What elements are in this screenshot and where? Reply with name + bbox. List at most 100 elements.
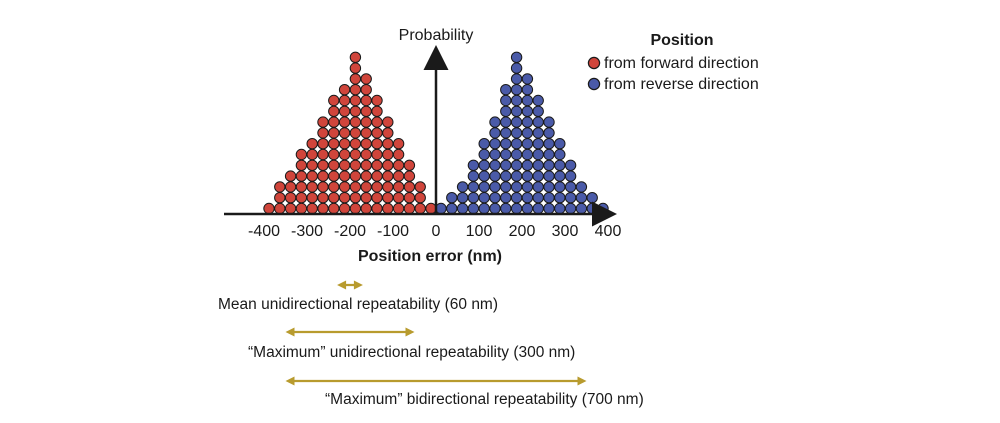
forward-dot xyxy=(360,148,372,161)
forward-dot xyxy=(349,127,362,139)
reverse-dot xyxy=(532,148,544,161)
reverse-dot xyxy=(554,181,566,193)
forward-dot xyxy=(360,73,372,85)
forward-dot xyxy=(360,105,372,118)
reverse-dot xyxy=(532,192,544,204)
reverse-dot xyxy=(500,94,512,107)
forward-dot xyxy=(328,159,340,172)
forward-dot xyxy=(338,181,351,193)
reverse-dot xyxy=(467,181,480,193)
forward-dot xyxy=(328,202,340,215)
forward-dot xyxy=(349,170,362,182)
arrow-head xyxy=(405,327,415,337)
arrow-head xyxy=(577,376,587,386)
forward-dot xyxy=(382,159,394,172)
reverse-dot xyxy=(510,202,523,215)
forward-dot xyxy=(284,170,297,182)
forward-dot xyxy=(295,202,308,215)
reverse-dot xyxy=(521,138,534,150)
forward-dot xyxy=(349,94,362,107)
reverse-dot xyxy=(521,116,534,128)
reverse-dot xyxy=(510,192,523,204)
reverse-dot xyxy=(532,159,544,172)
forward-dot xyxy=(371,94,383,107)
forward-dot xyxy=(425,202,437,215)
reverse-dot xyxy=(489,148,501,161)
reverse-dot xyxy=(554,170,566,182)
x-tick-label: 200 xyxy=(509,223,536,240)
x-axis-label: Position error (nm) xyxy=(358,248,502,265)
arrow-head xyxy=(353,280,363,290)
arrow-head xyxy=(337,280,347,290)
arrow-head xyxy=(285,327,295,337)
forward-dot xyxy=(360,202,372,215)
reverse-dot xyxy=(489,192,501,204)
forward-dot xyxy=(328,127,340,139)
reverse-dot xyxy=(510,116,523,128)
dot-clusters xyxy=(263,51,609,215)
reverse-dot xyxy=(521,170,534,182)
forward-dot xyxy=(403,170,416,182)
reverse-dot xyxy=(554,192,566,204)
reverse-dot xyxy=(500,84,512,96)
forward-dot xyxy=(371,105,383,118)
forward-dot xyxy=(403,202,416,215)
reverse-dot xyxy=(510,73,523,85)
reverse-dot xyxy=(554,138,566,150)
forward-dot xyxy=(382,127,394,139)
reverse-dot xyxy=(575,181,588,193)
forward-dot xyxy=(317,159,329,172)
forward-dot xyxy=(328,181,340,193)
legend-swatch-forward xyxy=(587,56,601,70)
reverse-dot xyxy=(500,159,512,172)
forward-dot xyxy=(349,138,362,150)
forward-dot xyxy=(295,170,308,182)
forward-dot xyxy=(338,84,351,96)
forward-dot xyxy=(392,148,405,161)
reverse-dot xyxy=(564,170,577,182)
forward-dot xyxy=(360,84,372,96)
forward-dot xyxy=(306,202,318,215)
legend-swatch-reverse xyxy=(587,77,601,91)
reverse-dot xyxy=(543,202,555,215)
forward-dot xyxy=(306,170,318,182)
reverse-dot xyxy=(456,181,469,193)
forward-dot xyxy=(382,192,394,204)
reverse-dot xyxy=(521,127,534,139)
x-tick-label: 100 xyxy=(466,223,493,240)
forward-dot xyxy=(328,138,340,150)
forward-dot xyxy=(306,192,318,204)
forward-dot xyxy=(382,148,394,161)
forward-dot xyxy=(295,159,308,172)
reverse-dot xyxy=(554,159,566,172)
reverse-dot xyxy=(543,148,555,161)
forward-dot xyxy=(338,170,351,182)
reverse-dot xyxy=(510,170,523,182)
max-bidirectional-arrow xyxy=(285,376,587,386)
reverse-dot xyxy=(521,202,534,215)
forward-dot xyxy=(317,202,329,215)
forward-dot xyxy=(338,202,351,215)
reverse-dot xyxy=(478,170,490,182)
reverse-dot xyxy=(521,94,534,107)
forward-dot xyxy=(306,159,318,172)
x-tick-label: -100 xyxy=(377,223,409,240)
forward-dot xyxy=(382,181,394,193)
forward-dot xyxy=(403,181,416,193)
reverse-dot xyxy=(521,73,534,85)
reverse-dot xyxy=(521,159,534,172)
forward-dot xyxy=(414,202,426,215)
forward-dot xyxy=(392,181,405,193)
forward-dot xyxy=(371,148,383,161)
forward-dot xyxy=(371,202,383,215)
reverse-dot xyxy=(489,170,501,182)
reverse-dot xyxy=(521,181,534,193)
max-unidirectional-label: “Maximum” unidirectional repeatability (… xyxy=(248,344,575,361)
reverse-dot xyxy=(489,159,501,172)
reverse-dot xyxy=(543,116,555,128)
reverse-dot xyxy=(467,202,480,215)
reverse-dot xyxy=(446,202,458,215)
forward-dot xyxy=(306,181,318,193)
forward-dot xyxy=(328,94,340,107)
mean-unidirectional-label: Mean unidirectional repeatability (60 nm… xyxy=(218,296,498,313)
